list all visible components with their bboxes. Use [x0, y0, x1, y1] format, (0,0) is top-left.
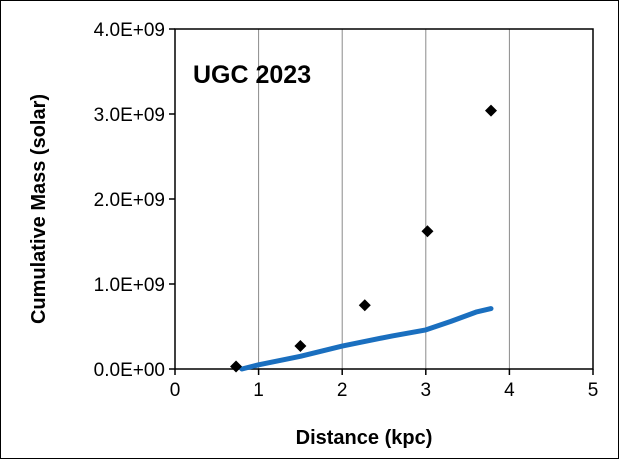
y-tick-label: 2.0E+09: [94, 190, 165, 211]
y-tick-label: 4.0E+09: [94, 20, 165, 41]
axis-ticks: 0 1 2 3 4 5 0.0E+00 1.0E+09 2.0E+09 3.0E+09 4.0E+0…: [94, 20, 599, 401]
chart-annotation: UGC 2023: [193, 61, 311, 89]
x-tick-label: 3: [421, 380, 432, 401]
y-tick-label: 0.0E+00: [94, 360, 165, 381]
mass-model-line: [239, 306, 494, 372]
data-point-diamond: [294, 340, 307, 353]
x-tick-label: 1: [253, 380, 264, 401]
data-point-diamond: [358, 299, 371, 312]
x-tick-label: 5: [588, 380, 599, 401]
x-tick-label: 2: [337, 380, 348, 401]
x-tick-label: 0: [170, 380, 181, 401]
x-tick-label: 4: [504, 380, 515, 401]
y-tick-label: 3.0E+09: [94, 105, 165, 126]
data-point-diamond: [421, 225, 434, 238]
y-axis-title: Cumulative Mass (solar): [28, 94, 50, 324]
y-tick-label: 1.0E+09: [94, 275, 165, 296]
grid: [258, 29, 510, 369]
data-point-diamond: [485, 104, 498, 117]
x-axis-title: Distance (kpc): [296, 427, 433, 449]
data-point-diamond: [230, 360, 243, 373]
series-layer: [230, 104, 498, 373]
